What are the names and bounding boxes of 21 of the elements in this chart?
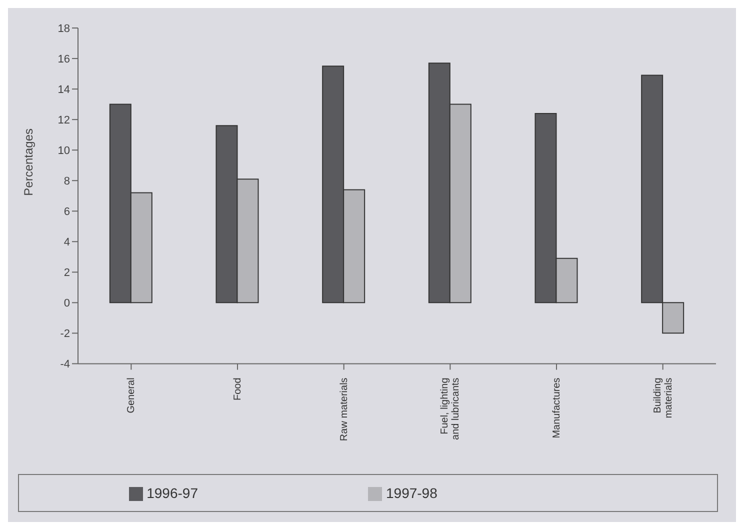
y-axis-title: Percentages bbox=[21, 128, 36, 196]
y-tick-label: -2 bbox=[60, 328, 70, 340]
x-tick-label: Manufactures bbox=[552, 378, 562, 438]
y-tick-label: 8 bbox=[64, 175, 70, 188]
y-tick-label: 18 bbox=[58, 22, 70, 35]
x-tick-label: General bbox=[126, 378, 138, 414]
x-tick-label: Fuel, lighting and lubricants bbox=[440, 378, 462, 440]
y-tick-label: 12 bbox=[58, 114, 70, 126]
y-tick-label: 16 bbox=[58, 53, 70, 66]
legend-label: 1996-97 bbox=[146, 484, 198, 501]
y-tick-label: 6 bbox=[64, 206, 70, 218]
y-tick-label: -4 bbox=[60, 358, 70, 371]
y-tick-label: 14 bbox=[58, 84, 70, 96]
y-tick-label: 4 bbox=[64, 236, 70, 249]
y-tick-label: 10 bbox=[58, 144, 70, 157]
x-tick-label: Food bbox=[232, 378, 244, 400]
y-tick-label: 2 bbox=[64, 267, 70, 280]
x-tick-label: Raw materials bbox=[338, 378, 350, 442]
legend-label: 1997-98 bbox=[386, 484, 438, 501]
x-tick-label: Building materials bbox=[652, 378, 674, 418]
y-tick-label: 0 bbox=[64, 298, 70, 310]
